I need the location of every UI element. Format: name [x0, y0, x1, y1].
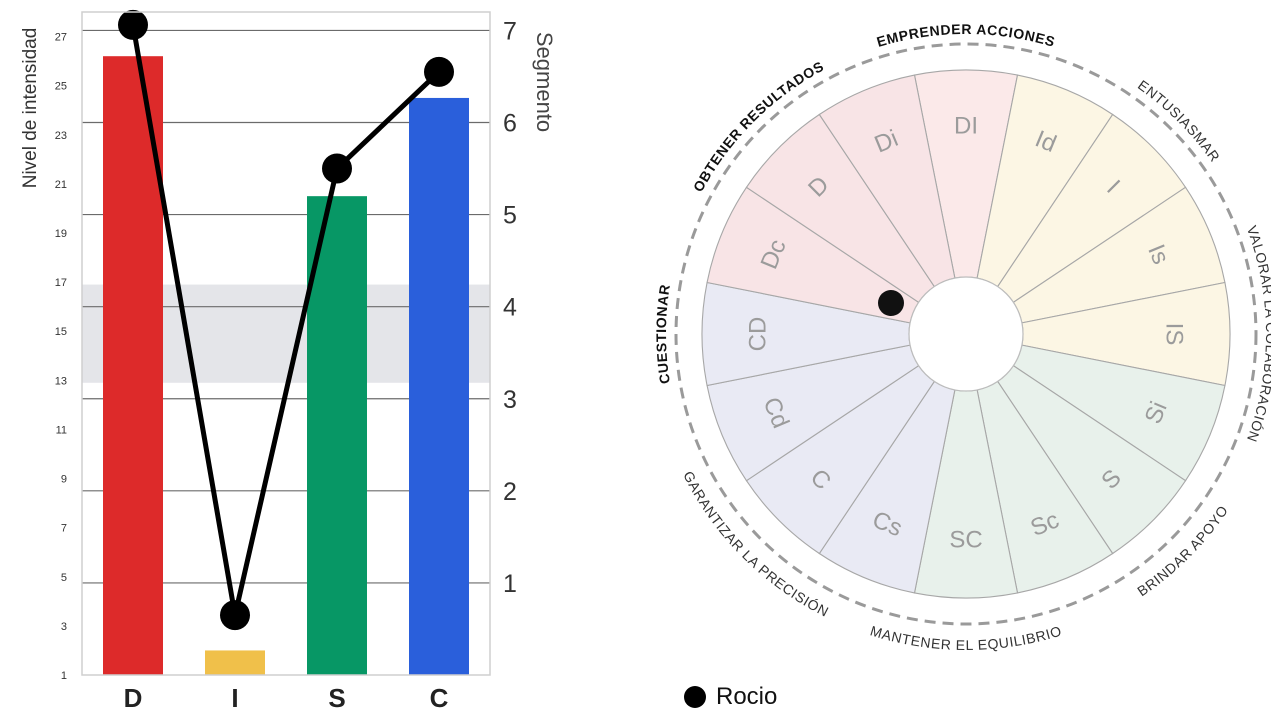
segment-point-i [220, 600, 250, 631]
y-tick-label: 25 [55, 81, 67, 93]
wheel-segment-label: IS [1161, 323, 1188, 346]
outer-arc-label: MANTENER EL EQUILIBRIO [868, 622, 1063, 653]
x-tick-label-d: D [124, 683, 143, 713]
y-tick-label: 9 [61, 474, 67, 486]
segment-point-d [118, 9, 148, 40]
y-tick-label: 5 [61, 572, 67, 584]
y2-tick-label: 4 [503, 294, 517, 322]
outer-dashed-ring [674, 42, 1258, 626]
y-tick-label: 19 [55, 228, 67, 240]
y-tick-label: 21 [55, 179, 67, 191]
wheel-segment-label: CD [744, 317, 771, 352]
plot-frame [81, 11, 491, 676]
y-tick-label: 23 [55, 130, 67, 142]
bar-s [307, 196, 367, 675]
y-tick-label: 11 [56, 424, 67, 436]
legend-marker [684, 686, 706, 708]
x-tick-label-i: I [231, 683, 238, 713]
legend: Rocio [684, 682, 777, 712]
x-tick-label-c: C [430, 683, 449, 713]
bar-d [103, 56, 163, 675]
person-marker [878, 290, 904, 316]
segment-point-s [322, 153, 352, 184]
y-axis-label: Nivel de intensidad [20, 28, 41, 189]
y-tick-label: 1 [61, 670, 67, 682]
wheel-center [908, 276, 1024, 392]
legend-label: Rocio [716, 683, 778, 710]
y-tick-label: 17 [55, 277, 67, 289]
bar-i [205, 650, 265, 675]
y2-tick-label: 3 [503, 386, 517, 414]
bar-c [409, 97, 469, 675]
y2-tick-label: 5 [503, 202, 517, 230]
outer-arc-label: EMPRENDER ACCIONES [875, 21, 1057, 50]
wheel-segment-label: DI [954, 112, 978, 139]
outer-arc-label: CUESTIONAR [653, 283, 673, 385]
y2-tick-label: 1 [503, 570, 517, 598]
wheel-segment-label: SC [949, 526, 982, 553]
y-tick-label: 7 [61, 523, 67, 535]
y-tick-label: 15 [55, 326, 67, 338]
y2-tick-label: 2 [503, 478, 517, 506]
y-tick-label: 13 [55, 375, 67, 387]
segment-point-c [424, 56, 454, 87]
disc-bar-chart: Nivel de intensidad Segmento 13579111315… [20, 9, 557, 713]
y2-tick-label: 7 [503, 17, 517, 45]
y-tick-label: 27 [55, 32, 67, 44]
x-tick-label-s: S [328, 683, 345, 713]
y-tick-label: 3 [61, 621, 67, 633]
y2-axis-label: Segmento [532, 32, 557, 132]
segment-line [130, 24, 441, 618]
y2-tick-label: 6 [503, 110, 517, 138]
